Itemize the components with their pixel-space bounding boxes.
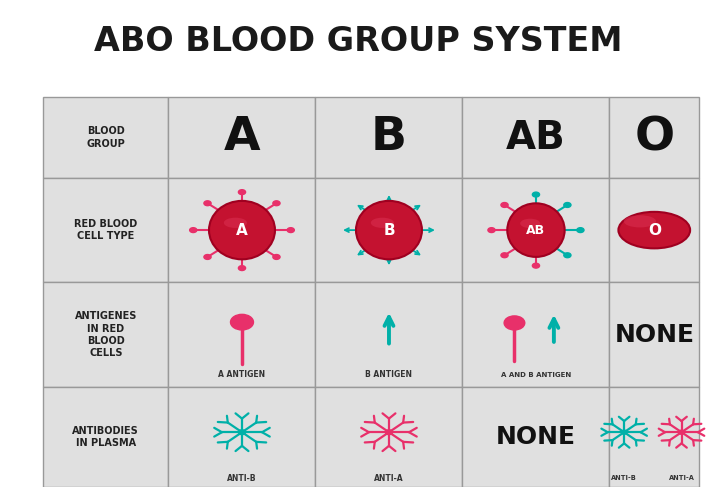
Text: A: A xyxy=(236,223,248,238)
Circle shape xyxy=(273,201,280,206)
Circle shape xyxy=(230,315,254,330)
Circle shape xyxy=(238,430,245,434)
Text: ANTI-A: ANTI-A xyxy=(374,474,404,483)
Text: O: O xyxy=(647,223,661,238)
Bar xyxy=(168,282,315,387)
Text: AB: AB xyxy=(526,224,546,237)
Bar xyxy=(315,178,462,282)
Text: ANTIGENES
IN RED
BLOOD
CELLS: ANTIGENES IN RED BLOOD CELLS xyxy=(75,311,137,358)
Circle shape xyxy=(488,227,495,232)
Circle shape xyxy=(386,430,392,434)
Text: NONE: NONE xyxy=(496,425,576,449)
Text: ABO BLOOD GROUP SYSTEM: ABO BLOOD GROUP SYSTEM xyxy=(94,25,623,58)
Ellipse shape xyxy=(371,218,394,228)
Circle shape xyxy=(678,430,685,434)
Bar xyxy=(315,387,462,487)
Text: A ANTIGEN: A ANTIGEN xyxy=(219,371,265,379)
Bar xyxy=(315,97,462,178)
Text: B ANTIGEN: B ANTIGEN xyxy=(366,371,412,379)
Text: ANTIBODIES
IN PLASMA: ANTIBODIES IN PLASMA xyxy=(72,426,139,448)
Circle shape xyxy=(564,203,571,207)
Bar xyxy=(609,282,699,387)
Circle shape xyxy=(504,316,525,330)
Text: ANTI-B: ANTI-B xyxy=(227,474,257,483)
Circle shape xyxy=(273,255,280,260)
Text: O: O xyxy=(635,115,674,160)
Circle shape xyxy=(576,227,584,232)
Text: B: B xyxy=(383,223,395,238)
Text: AB: AB xyxy=(506,118,566,157)
Bar xyxy=(462,178,609,282)
Bar xyxy=(609,97,699,178)
Circle shape xyxy=(238,265,245,270)
Ellipse shape xyxy=(356,201,422,259)
Bar xyxy=(43,178,168,282)
Text: ANTI-A: ANTI-A xyxy=(668,475,695,481)
Ellipse shape xyxy=(209,201,275,259)
Bar xyxy=(43,97,168,178)
Text: BLOOD
GROUP: BLOOD GROUP xyxy=(86,127,125,149)
Bar xyxy=(609,178,699,282)
Bar xyxy=(462,97,609,178)
Text: NONE: NONE xyxy=(614,323,694,347)
Circle shape xyxy=(532,263,539,268)
Bar xyxy=(43,282,168,387)
Bar xyxy=(609,387,699,487)
Circle shape xyxy=(501,203,508,207)
Circle shape xyxy=(204,255,211,260)
Text: RED BLOOD
CELL TYPE: RED BLOOD CELL TYPE xyxy=(74,219,138,241)
Bar xyxy=(43,387,168,487)
Bar xyxy=(462,282,609,387)
Bar xyxy=(168,178,315,282)
Circle shape xyxy=(238,189,245,194)
Ellipse shape xyxy=(224,218,247,228)
Circle shape xyxy=(287,227,294,232)
Bar xyxy=(168,387,315,487)
Text: ANTI-B: ANTI-B xyxy=(612,475,637,481)
Ellipse shape xyxy=(507,203,564,257)
Text: B: B xyxy=(371,115,407,160)
Ellipse shape xyxy=(624,215,656,227)
Ellipse shape xyxy=(520,219,540,228)
Text: A: A xyxy=(224,115,260,160)
Circle shape xyxy=(532,192,539,197)
Bar xyxy=(315,282,462,387)
Bar xyxy=(462,387,609,487)
Circle shape xyxy=(501,253,508,258)
Bar xyxy=(168,97,315,178)
Text: A AND B ANTIGEN: A AND B ANTIGEN xyxy=(501,372,571,378)
Ellipse shape xyxy=(618,212,690,248)
Circle shape xyxy=(564,253,571,258)
Circle shape xyxy=(204,201,211,206)
Circle shape xyxy=(621,430,627,434)
Circle shape xyxy=(189,227,196,232)
